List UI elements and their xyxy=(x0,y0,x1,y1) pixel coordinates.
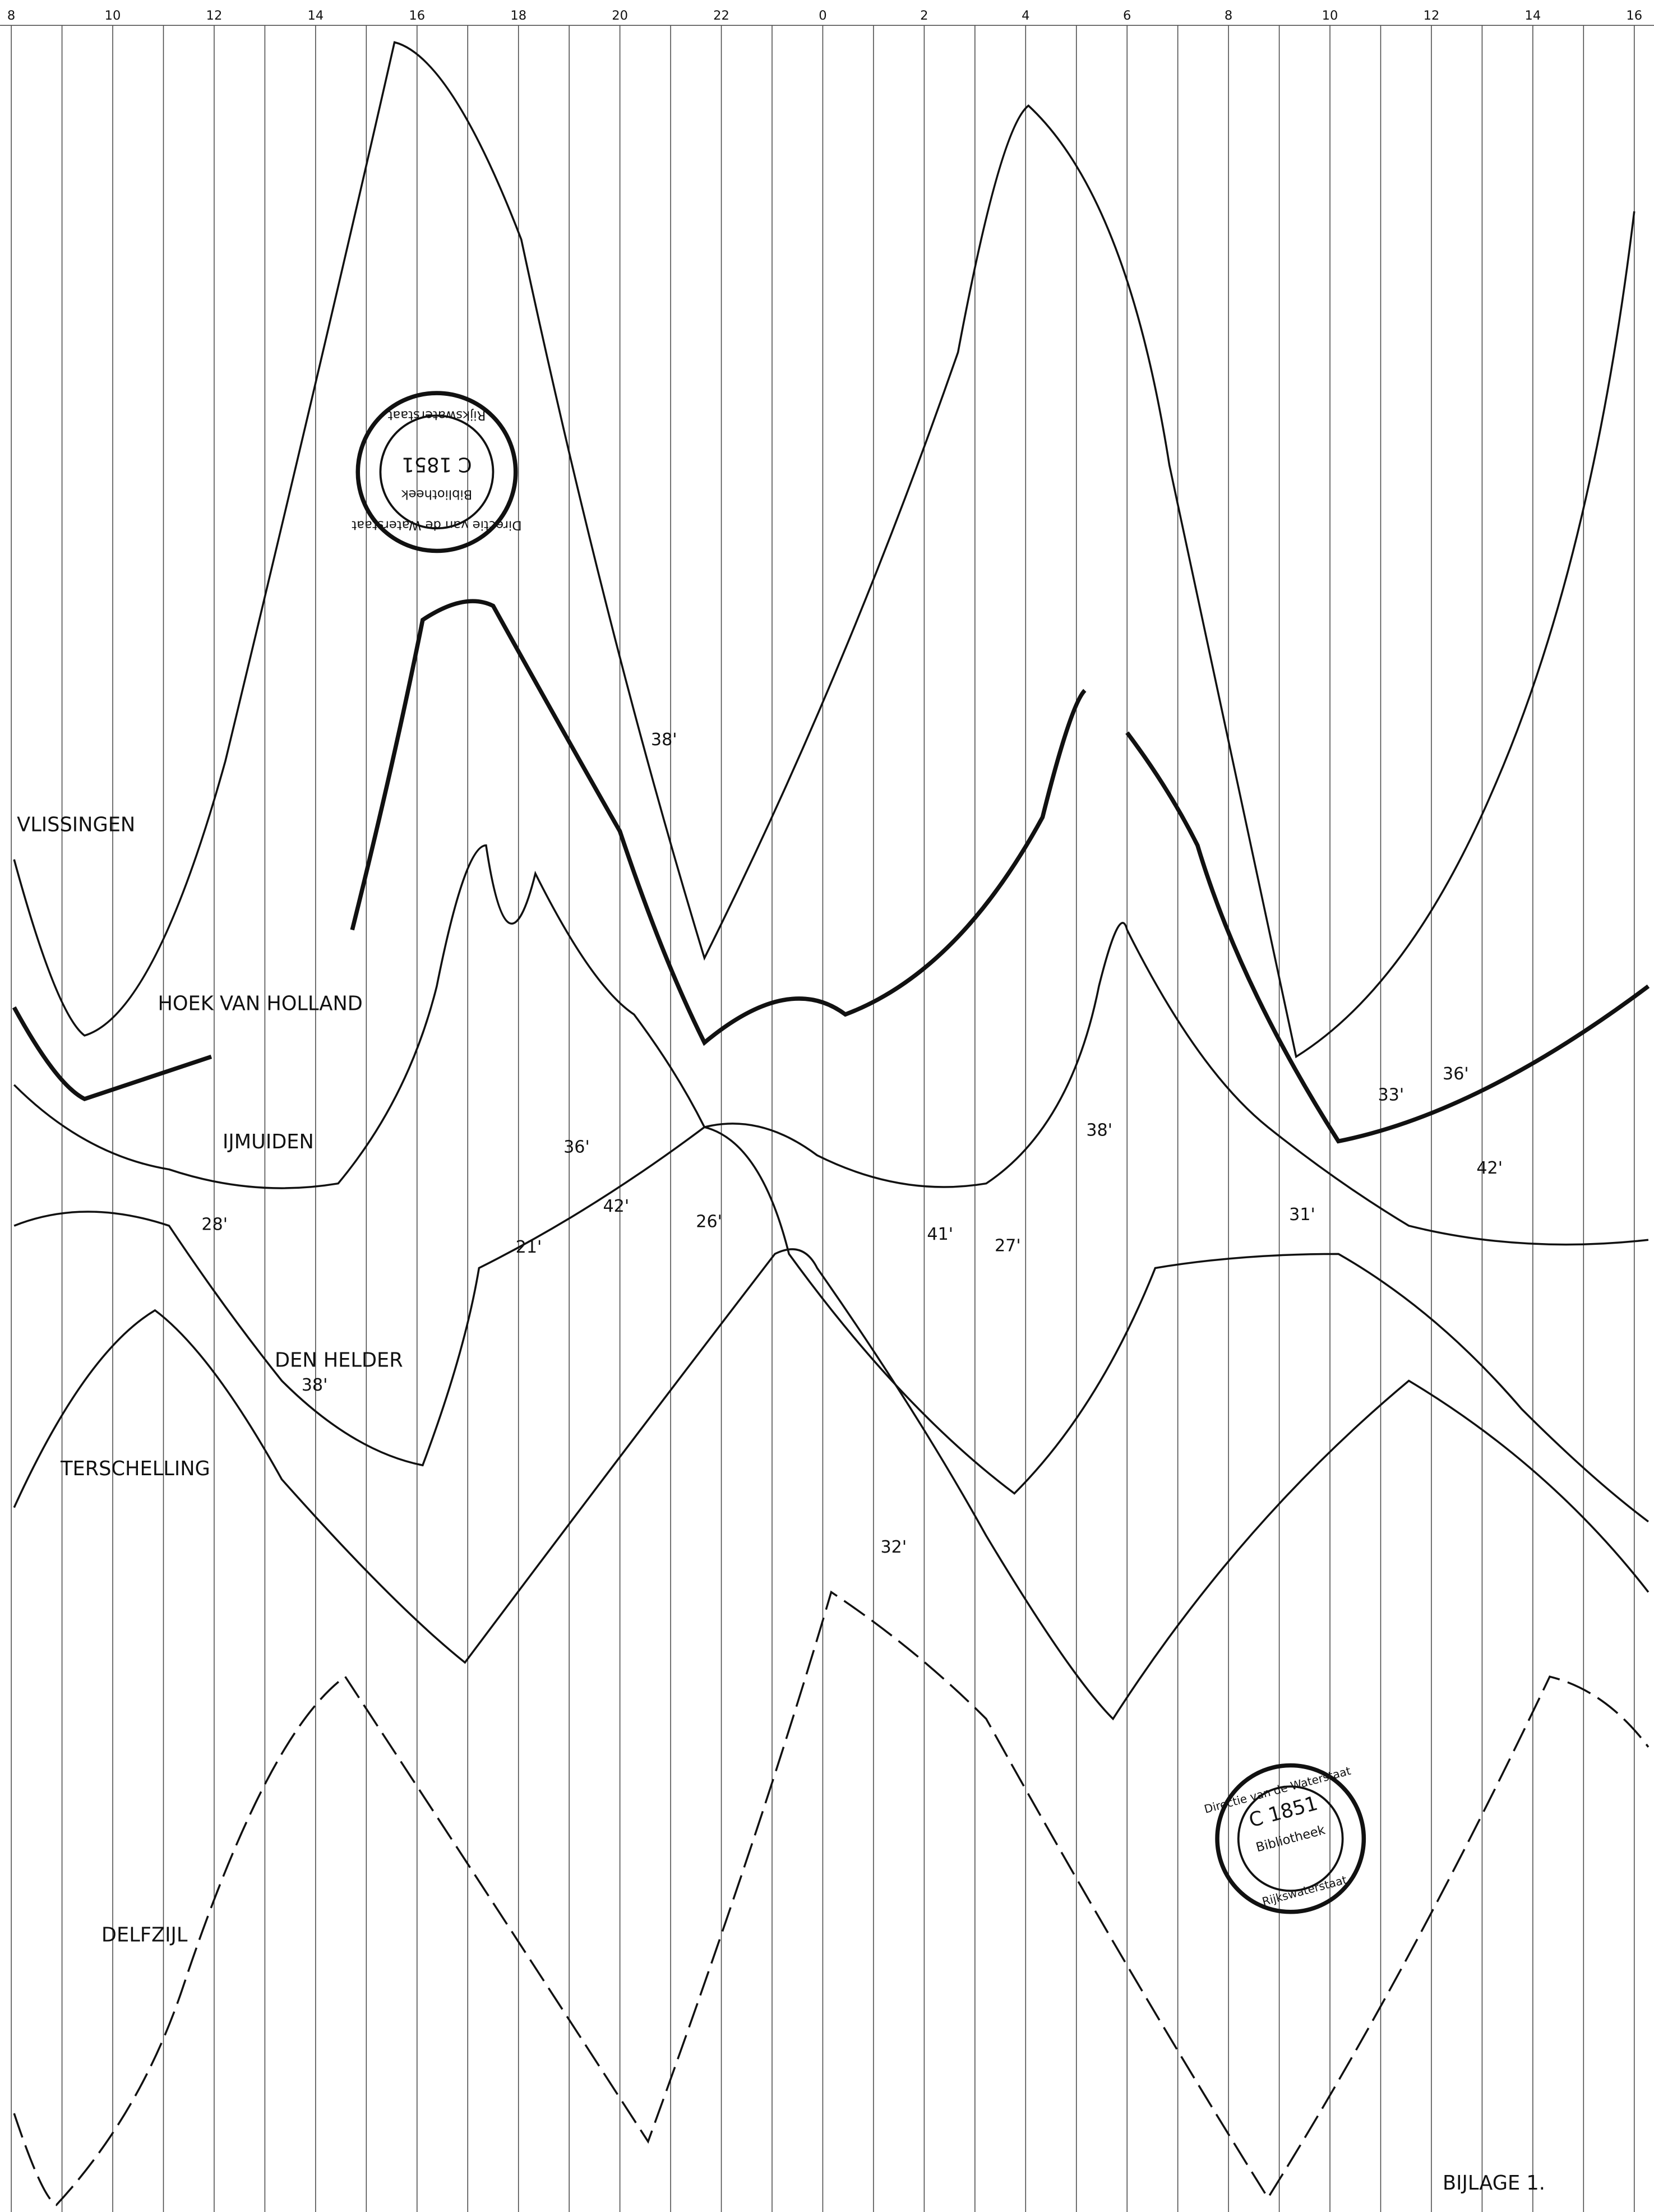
hour-label: 18 xyxy=(510,8,526,23)
annotation: 27' xyxy=(995,1236,1021,1255)
annotation: 42' xyxy=(1476,1158,1503,1178)
time-grid xyxy=(11,25,1635,2212)
station-label: VLISSINGEN xyxy=(17,814,135,837)
annotation: 42' xyxy=(603,1197,629,1216)
stamp-text: C 1851 xyxy=(401,453,472,476)
hour-label: 4 xyxy=(1022,8,1029,23)
stamp: Directie van de Waterstaat Bibliotheek C… xyxy=(352,391,522,553)
annotation: 36' xyxy=(1443,1064,1469,1084)
hour-label: 22 xyxy=(713,8,729,23)
hour-label: 0 xyxy=(819,8,826,23)
hour-label: 16 xyxy=(1626,8,1642,23)
stamp-text: Directie van de Waterstaat xyxy=(352,518,521,533)
annotation: 41' xyxy=(927,1225,953,1244)
annotation: 33' xyxy=(1378,1085,1404,1105)
hour-label: 8 xyxy=(7,8,15,23)
hour-label: 10 xyxy=(105,8,121,23)
hour-label: 16 xyxy=(409,8,425,23)
curve-hoek-van-holland xyxy=(12,599,1650,1144)
hour-label: 14 xyxy=(1524,8,1541,23)
stamp-ring xyxy=(379,414,495,530)
annotation: 28' xyxy=(201,1215,228,1235)
hour-label: 8 xyxy=(1225,8,1232,23)
hour-label: 10 xyxy=(1322,8,1338,23)
annotation: 36' xyxy=(563,1137,590,1157)
annotation: 26' xyxy=(696,1212,722,1232)
station-label: DEN HELDER xyxy=(275,1349,403,1371)
hour-label: 12 xyxy=(206,8,223,23)
curve-delfzijl xyxy=(13,1590,1650,2206)
hour-label: 20 xyxy=(612,8,628,23)
stamp-text: Rijkswaterstaat xyxy=(387,408,486,423)
hour-label: 14 xyxy=(307,8,324,23)
stamp-ring xyxy=(1215,1763,1366,1914)
annotation: 38' xyxy=(1086,1120,1112,1140)
hour-label: 12 xyxy=(1424,8,1440,23)
annotation: 32' xyxy=(880,1537,907,1557)
curve-vlissingen xyxy=(13,41,1635,1059)
annotation: 38' xyxy=(302,1375,328,1395)
curve-den-helder xyxy=(13,1126,1649,1523)
stamp-ring xyxy=(1237,1785,1344,1892)
hour-label: 6 xyxy=(1123,8,1131,23)
labels: VLISSINGEN HOEK VAN HOLLAND IJMUIDEN DEN HE… xyxy=(17,730,1503,1946)
station-label: IJMUIDEN xyxy=(223,1130,314,1153)
hour-label: 2 xyxy=(920,8,928,23)
time-labels: 8 10 12 14 16 18 20 22 0 2 4 6 8 10 12 14 16 xyxy=(7,8,1642,23)
annotation: 31' xyxy=(1289,1205,1315,1225)
stamp-text: Bibliotheek xyxy=(401,487,473,501)
station-label: HOEK VAN HOLLAND xyxy=(158,992,362,1015)
footer: BIJLAGE 1. xyxy=(1443,2172,1545,2195)
stamp-ring xyxy=(355,391,518,553)
station-label: TERSCHELLING xyxy=(60,1457,210,1480)
annotation: 21' xyxy=(516,1237,542,1257)
annotation: 38' xyxy=(651,730,677,750)
station-label: DELFZIJL xyxy=(101,1924,188,1947)
curve-terschelling xyxy=(13,1248,1650,1721)
